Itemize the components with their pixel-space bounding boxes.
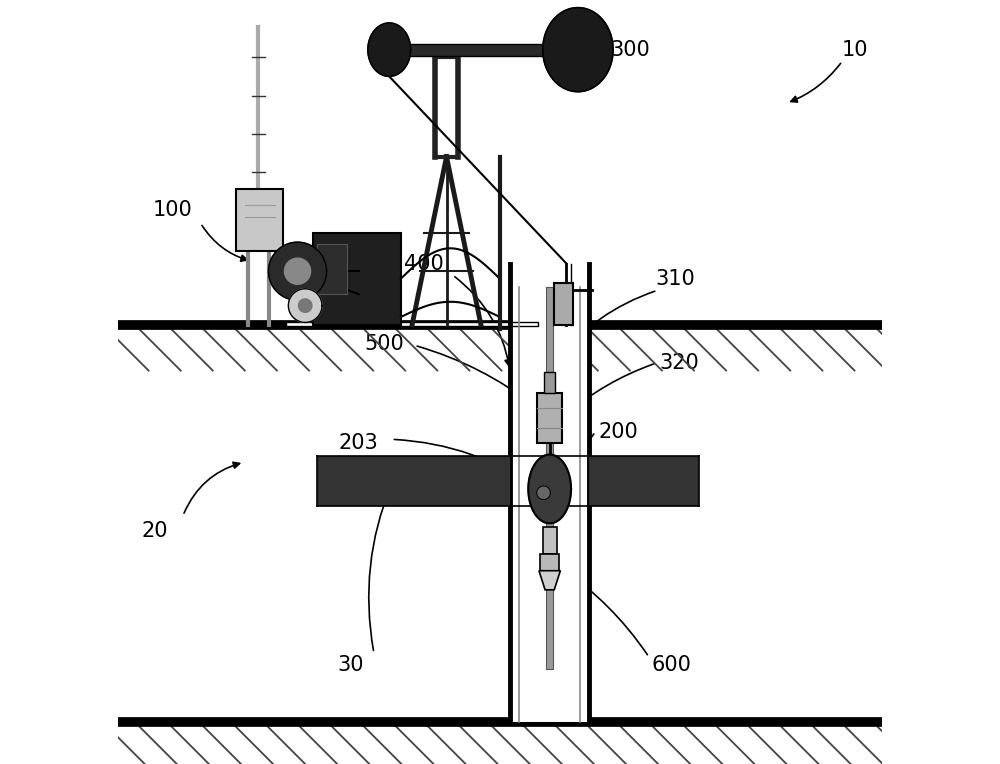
Text: 500: 500 — [364, 334, 404, 354]
Bar — [543, 527, 557, 554]
Bar — [317, 244, 347, 294]
Text: 20: 20 — [141, 521, 168, 541]
Polygon shape — [298, 299, 312, 312]
Polygon shape — [368, 23, 411, 76]
Polygon shape — [539, 571, 560, 590]
Bar — [544, 372, 555, 393]
Bar — [313, 233, 401, 325]
Bar — [546, 286, 553, 668]
Text: 100: 100 — [153, 200, 193, 220]
Polygon shape — [537, 486, 550, 500]
Text: 600: 600 — [652, 655, 692, 675]
Bar — [554, 283, 573, 325]
Text: 320: 320 — [660, 353, 699, 373]
Bar — [378, 44, 592, 56]
FancyBboxPatch shape — [236, 189, 283, 251]
Bar — [589, 456, 699, 506]
Text: 400: 400 — [404, 254, 443, 274]
Bar — [317, 456, 510, 506]
Polygon shape — [284, 258, 311, 284]
Text: 30: 30 — [338, 655, 364, 675]
Text: 300: 300 — [610, 40, 650, 60]
Bar — [286, 322, 538, 326]
Text: 200: 200 — [599, 422, 638, 442]
Polygon shape — [543, 8, 613, 92]
Bar — [537, 393, 562, 443]
Text: 310: 310 — [656, 269, 696, 289]
Bar — [510, 264, 589, 722]
Polygon shape — [269, 242, 327, 300]
Bar — [540, 554, 559, 571]
Text: 203: 203 — [339, 433, 379, 453]
Polygon shape — [288, 289, 322, 322]
Text: 10: 10 — [842, 40, 869, 60]
Polygon shape — [528, 455, 571, 523]
